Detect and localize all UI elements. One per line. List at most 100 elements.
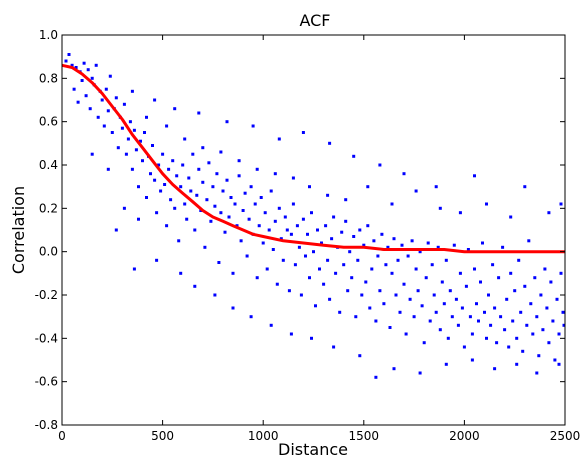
scatter-point: [328, 141, 332, 145]
scatter-point: [134, 148, 138, 152]
scatter-point: [511, 319, 515, 323]
scatter-point: [416, 289, 420, 293]
scatter-point: [231, 306, 235, 310]
scatter-point: [392, 367, 396, 371]
y-tick-label: -0.6: [35, 375, 58, 389]
scatter-point: [390, 202, 394, 206]
scatter-point: [531, 332, 535, 336]
scatter-point: [358, 228, 362, 232]
scatter-point: [324, 224, 328, 228]
scatter-point: [291, 202, 295, 206]
scatter-point: [440, 280, 444, 284]
scatter-point: [348, 250, 352, 254]
scatter-point: [304, 254, 307, 258]
scatter-point: [310, 211, 313, 215]
scatter-point: [515, 362, 519, 366]
scatter-point: [80, 79, 84, 82]
scatter-point: [561, 310, 565, 314]
scatter-point: [205, 198, 209, 202]
scatter-point: [86, 68, 90, 72]
axis-ticks: 0 500 1000 1500 2000 2500 -0.8 -0.6 -0.4 -0.2 0.0 0…: [35, 28, 580, 443]
scatter-point: [261, 241, 265, 245]
y-tick-label: -0.4: [35, 331, 58, 345]
scatter-point: [277, 206, 281, 210]
scatter-point: [344, 198, 348, 202]
scatter-point: [352, 154, 356, 158]
scatter-point: [255, 167, 259, 171]
scatter-point: [263, 211, 267, 215]
scatter-point: [438, 328, 442, 332]
scatter-point: [529, 302, 533, 306]
chart-title: ACF: [299, 11, 330, 30]
scatter-point: [513, 289, 517, 293]
scatter-point: [171, 159, 175, 163]
scatter-point: [462, 345, 466, 349]
scatter-point: [122, 206, 126, 210]
scatter-point: [322, 282, 326, 286]
scatter-point: [153, 98, 157, 102]
scatter-point: [352, 235, 356, 238]
scatter-point: [120, 126, 124, 130]
scatter-point: [501, 245, 505, 249]
scatter-point: [464, 284, 468, 288]
scatter-point: [376, 254, 380, 258]
scatter-point: [88, 107, 92, 111]
scatter-point: [237, 159, 241, 163]
scatter-point: [165, 224, 169, 228]
scatter-point: [473, 174, 476, 178]
scatter-point: [283, 215, 287, 219]
scatter-point: [124, 152, 128, 156]
scatter-point: [211, 185, 215, 189]
scatter-point: [326, 258, 330, 262]
scatter-point: [273, 219, 277, 223]
scatter-point: [428, 319, 432, 323]
scatter-point: [217, 261, 221, 264]
y-tick-label: 0.0: [39, 245, 58, 259]
scatter-point: [535, 315, 539, 319]
scatter-point: [481, 241, 484, 245]
scatter-point: [151, 144, 154, 147]
scatter-point: [126, 137, 130, 141]
scatter-point: [555, 297, 559, 301]
scatter-point: [193, 284, 197, 288]
scatter-point: [249, 315, 253, 319]
scatter-point: [203, 245, 207, 249]
scatter-point: [505, 297, 509, 301]
scatter-point: [189, 189, 193, 193]
scatter-point: [239, 239, 243, 243]
scatter-point: [67, 53, 71, 56]
scatter-point: [108, 74, 112, 78]
scatter-point: [169, 198, 173, 202]
scatter-point: [181, 163, 185, 167]
scatter-point: [535, 371, 539, 375]
scatter-point: [139, 139, 142, 143]
scatter-point: [84, 94, 88, 98]
scatter-point: [517, 258, 521, 262]
scatter-point: [104, 87, 108, 91]
scatter-point: [332, 345, 336, 349]
scatter-point: [448, 289, 452, 293]
scatter-point: [96, 115, 100, 119]
scatter-point: [366, 224, 370, 228]
scatter-point: [137, 185, 140, 189]
y-tick-label: 1.0: [39, 28, 58, 42]
scatter-point: [173, 107, 177, 111]
scatter-point: [549, 280, 553, 284]
scatter-point: [269, 189, 273, 193]
scatter-point: [308, 185, 311, 189]
scatter-point: [414, 189, 418, 193]
scatter-point: [145, 196, 148, 199]
scatter-point: [551, 319, 555, 323]
scatter-point: [289, 232, 293, 236]
scatter-point: [450, 315, 454, 319]
scatter-point: [527, 239, 531, 243]
scatter-point: [306, 232, 309, 236]
scatter-point: [265, 267, 269, 271]
scatter-point: [130, 167, 134, 171]
scatter-point: [438, 206, 442, 210]
scatter-point: [185, 217, 189, 221]
scatter-point: [354, 315, 358, 319]
scatter-point: [436, 245, 440, 249]
scatter-point: [187, 176, 191, 180]
scatter-point: [197, 167, 201, 171]
